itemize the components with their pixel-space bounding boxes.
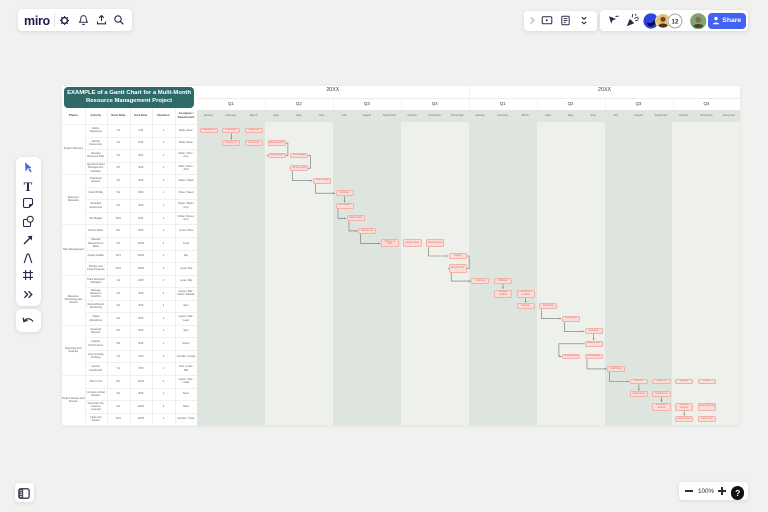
- svg-text:12: 12: [672, 18, 679, 25]
